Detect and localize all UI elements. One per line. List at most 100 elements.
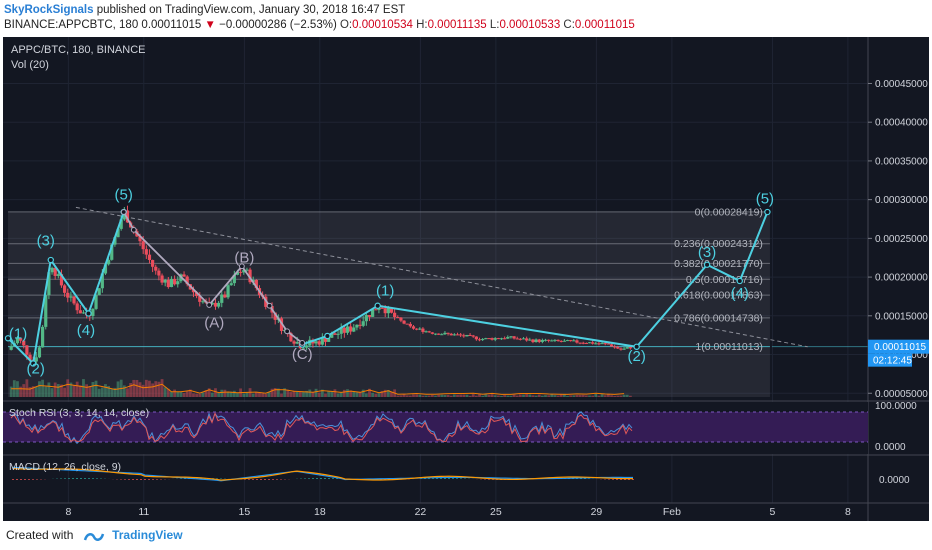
candle-up [600, 343, 604, 345]
candle-down [78, 310, 82, 314]
volume-bar [242, 393, 246, 397]
volume-bar [264, 393, 268, 397]
time-tick-label: 18 [314, 506, 326, 518]
volume-bar [584, 395, 588, 397]
candle-up [163, 279, 167, 283]
volume-bar [107, 386, 111, 397]
open-label: O: [339, 19, 353, 31]
candle-up [345, 326, 350, 333]
footer: Created with TradingView [6, 528, 183, 542]
volume-bar [613, 395, 617, 397]
fib-level-label: 0.786(0.00014738) [674, 312, 763, 324]
price-change: −0.00000286 (−2.53%) [219, 19, 337, 31]
tradingview-logo-icon [83, 532, 104, 541]
volume-bar [66, 379, 70, 397]
candle-up [553, 339, 557, 341]
volume-bar [302, 391, 305, 397]
volume-bar [170, 391, 173, 397]
volume-bar [553, 395, 557, 397]
volume-bar [280, 393, 283, 397]
corrective-vertex-marker [266, 302, 273, 309]
volume-bar [75, 381, 79, 397]
macd-signal-line [12, 467, 634, 481]
volume-bar [412, 394, 415, 397]
candle-up [377, 307, 381, 310]
author-link[interactable]: SkyRockSignals [4, 4, 94, 16]
volume-bar [402, 394, 406, 397]
corrective-vertex-marker [130, 226, 137, 233]
volume-bar [371, 392, 375, 397]
candle-up [242, 270, 246, 273]
candle-down [323, 336, 328, 342]
volume-bar [430, 395, 434, 397]
high-label: H: [416, 19, 428, 31]
tradingview-brand-link[interactable]: TradingView [112, 528, 183, 542]
time-tick-label: 29 [591, 506, 603, 518]
chart-panel[interactable]: 0(0.00028419) 0.236(0.00024312) 0.382(0.00… [3, 37, 929, 521]
close-label: C: [563, 19, 575, 31]
volume-bar [22, 384, 26, 397]
volume-bar [342, 389, 346, 397]
volume-bar [223, 389, 227, 397]
stoch-tick-100: 100.0000 [875, 401, 917, 412]
volume-bar [28, 387, 32, 397]
volume-bar [534, 395, 538, 397]
candle-up [107, 259, 111, 265]
volume-bar [324, 393, 327, 397]
candle-down [198, 296, 202, 302]
bar-countdown: 02:12:45 [873, 356, 912, 367]
corrective-vertex-marker [284, 328, 291, 335]
volume-bar [383, 389, 387, 397]
volume-bar [566, 395, 569, 397]
candle-up [452, 334, 456, 336]
candle-up [301, 347, 306, 349]
candle-up [562, 340, 566, 342]
wave-label: (5) [115, 187, 133, 204]
candle-down [160, 275, 164, 283]
candle-up [56, 274, 60, 276]
volume-bar [141, 384, 145, 397]
candle-down [72, 296, 76, 304]
open-value: 0.00010534 [352, 19, 413, 31]
volume-bar [236, 393, 239, 397]
candle-down [185, 276, 189, 285]
candle-down [53, 267, 57, 276]
symbol-quote-line: BINANCE:APPCBTC, 180 0.00011015 ▼ −0.000… [4, 19, 635, 31]
fib-level-label: 0.236(0.00024312) [674, 238, 763, 250]
candle-up [540, 339, 544, 342]
volume-bar [91, 382, 95, 397]
candle-down [333, 333, 337, 335]
time-tick-label: 8 [845, 506, 851, 518]
countdown-badge [868, 353, 912, 367]
price-chart-svg[interactable]: 0(0.00028419) 0.236(0.00024312) 0.382(0.00… [3, 37, 929, 521]
candle-up [625, 347, 629, 349]
candle-up [245, 269, 249, 271]
candle-up [339, 327, 343, 334]
candle-up [534, 339, 538, 343]
candle-down [19, 338, 23, 341]
candle-down [75, 303, 79, 311]
volume-bar [352, 391, 356, 397]
volume-bar [204, 390, 208, 397]
volume-bar [496, 395, 500, 397]
candle-down [415, 328, 419, 330]
candle-down [141, 241, 145, 250]
price-tick-label: 0.00015000 [875, 311, 928, 322]
volume-bar [69, 382, 73, 397]
candle-up [543, 339, 548, 341]
candle-up [484, 338, 488, 340]
volume-bar [616, 395, 620, 397]
candle-up [113, 237, 117, 245]
volume-bar [408, 395, 412, 397]
volume-bar [298, 392, 302, 397]
volume-bar [122, 385, 126, 397]
candle-down [619, 348, 623, 350]
volume-bar [556, 395, 560, 397]
candle-up [47, 272, 51, 296]
volume-bar [456, 394, 459, 397]
candle-up [116, 228, 120, 238]
candle-up [305, 345, 309, 348]
volume-bar [597, 395, 601, 397]
candle-down [383, 308, 387, 314]
volume-bar [622, 394, 626, 397]
